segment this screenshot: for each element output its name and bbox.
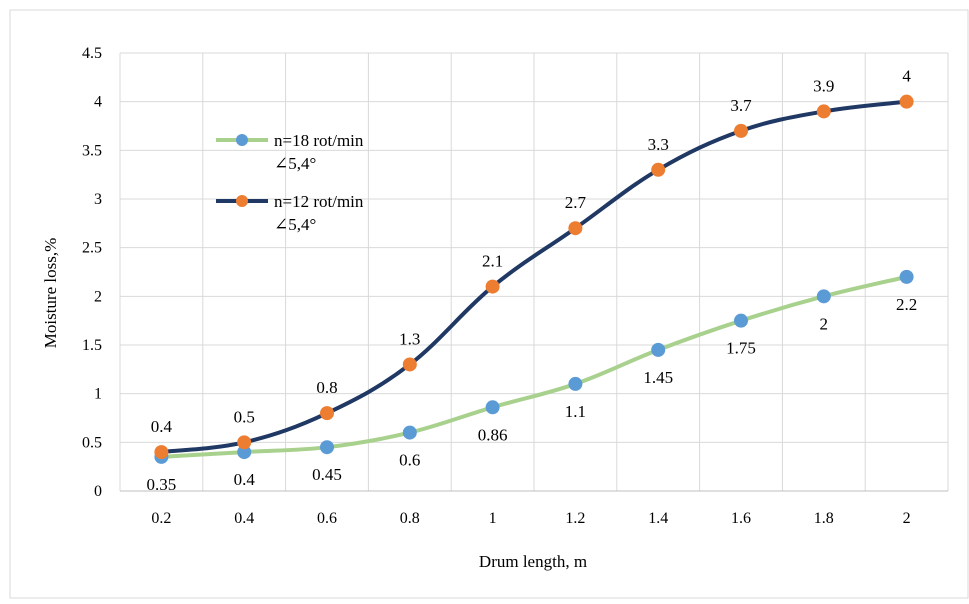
series-2-point [568, 221, 583, 236]
legend-label-1-line2: ∠5,4° [274, 154, 316, 173]
y-tick-label: 4 [94, 94, 102, 111]
legend: n=18 rot/min ∠5,4° n=12 rot/min ∠5,4° [216, 131, 364, 234]
series-1-point [734, 313, 748, 328]
series-2-data-label: 1.3 [399, 329, 420, 348]
series-1-point [237, 445, 252, 460]
series-2-data-label: 3.9 [813, 76, 834, 95]
series-1-data-label: 2.2 [896, 295, 917, 314]
y-axis-title: Moisture loss,% [41, 238, 60, 349]
x-tick-label: 0.8 [400, 510, 420, 527]
series-2-data-label: 0.8 [316, 378, 337, 397]
series-1-data-label: 0.6 [399, 451, 420, 470]
x-axis-title: Drum length, m [479, 552, 587, 571]
series-1-data-label: 1.1 [565, 402, 586, 421]
x-tick-label: 2 [903, 510, 911, 527]
legend-label-2-line2: ∠5,4° [274, 215, 316, 234]
x-tick-label: 1.2 [565, 510, 585, 527]
series-1-point [568, 376, 583, 391]
y-tick-label: 2 [94, 288, 102, 305]
series-line-1 [159, 274, 909, 459]
axis-layer: 0 0.5 1 1.5 2 2.5 3 3.5 4 4.5 0.2 0.4 0.6 0.8 1 1.2 1.4 1… [82, 45, 948, 527]
series-line-2 [159, 99, 909, 455]
series-2-point [651, 162, 666, 177]
series-1-point [402, 425, 417, 440]
series-1-data-label: 0.4 [234, 470, 256, 489]
series-2-data-label: 2.7 [565, 193, 587, 212]
data-label-layer: 0.35 0.4 0.45 0.6 0.86 1.1 1.45 1.75 2 2.2 0.4 0.5 0… [147, 67, 918, 494]
y-tick-label: 0 [94, 483, 102, 500]
series-2-point [154, 445, 169, 460]
legend-marker-2 [236, 195, 248, 207]
legend-marker-1 [236, 134, 248, 146]
series-1-point [651, 342, 666, 357]
series-2-point [816, 104, 831, 119]
series-1-data-label: 1.75 [726, 339, 756, 358]
series-2-point [734, 123, 748, 138]
series-2-data-label: 4 [902, 67, 911, 86]
x-tick-label: 0.6 [317, 510, 337, 527]
series-2-point [320, 406, 334, 421]
y-tick-label: 1.5 [82, 337, 102, 354]
series-2-data-label: 0.4 [151, 417, 173, 436]
series-1-point [899, 269, 914, 284]
series-2-data-label: 3.3 [648, 135, 669, 154]
series-layer [154, 94, 914, 464]
y-tick-label: 3 [94, 191, 102, 208]
series-1-point [816, 289, 831, 304]
x-tick-label: 1 [489, 510, 497, 527]
series-1-data-label: 0.86 [478, 425, 508, 444]
series-1-data-label: 1.45 [643, 368, 673, 387]
y-tick-label: 4.5 [82, 45, 102, 62]
y-tick-label: 1 [94, 386, 102, 403]
legend-label-2-line1: n=12 rot/min [274, 192, 364, 211]
x-tick-label: 1.8 [814, 510, 834, 527]
x-tick-label: 0.4 [234, 510, 254, 527]
y-tick-label: 2.5 [82, 240, 102, 257]
series-2-data-label: 3.7 [730, 96, 752, 115]
series-1-data-label: 0.45 [312, 465, 342, 484]
y-tick-label: 3.5 [82, 142, 102, 159]
y-tick-label: 0.5 [82, 434, 102, 451]
x-tick-label: 0.2 [151, 510, 171, 527]
series-2-data-label: 0.5 [234, 407, 255, 426]
x-tick-label: 1.4 [648, 510, 668, 527]
series-2-point [899, 94, 914, 109]
legend-label-1-line1: n=18 rot/min [274, 131, 364, 150]
series-1-point [320, 440, 334, 455]
series-2-point [485, 279, 500, 294]
series-1-point [485, 400, 500, 415]
x-tick-label: 1.6 [731, 510, 751, 527]
series-2-point [237, 435, 252, 450]
chart-border [9, 9, 969, 599]
series-2-data-label: 2.1 [482, 252, 503, 271]
series-2-point [402, 357, 417, 372]
series-1-data-label: 0.35 [147, 475, 177, 494]
series-1-data-label: 2 [820, 314, 829, 333]
